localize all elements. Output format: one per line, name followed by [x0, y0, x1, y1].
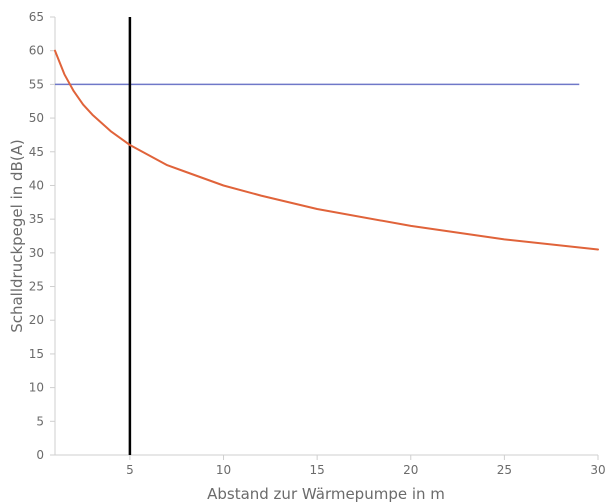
y-tick-label: 25 [29, 280, 44, 294]
x-tick-label: 10 [216, 463, 231, 477]
reference-lines [55, 17, 580, 455]
y-tick-label: 40 [29, 178, 44, 192]
x-tick-label: 15 [309, 463, 324, 477]
y-tick-label: 35 [29, 212, 44, 226]
y-tick-label: 60 [29, 44, 44, 58]
y-tick-label: 15 [29, 347, 44, 361]
y-tick-label: 10 [29, 381, 44, 395]
x-axis-ticks: 5 10 15 20 25 30 [126, 455, 606, 477]
x-tick-label: 5 [126, 463, 134, 477]
y-tick-label: 20 [29, 313, 44, 327]
y-tick-label: 0 [36, 448, 44, 462]
y-axis-ticks: 0 5 10 15 20 25 30 35 40 45 50 55 60 65 [29, 10, 55, 462]
y-tick-label: 55 [29, 77, 44, 91]
x-tick-label: 20 [403, 463, 418, 477]
data-series [54, 49, 599, 251]
y-axis-label: Schalldruckpegel in dB(A) [8, 139, 26, 333]
y-tick-label: 50 [29, 111, 44, 125]
x-tick-label: 30 [590, 463, 605, 477]
y-tick-label: 65 [29, 10, 44, 24]
x-axis-label: Abstand zur Wärmepumpe in m [207, 485, 445, 503]
y-tick-label: 30 [29, 246, 44, 260]
y-tick-label: 5 [36, 414, 44, 428]
x-tick-label: 25 [497, 463, 512, 477]
series-line [54, 49, 599, 251]
y-tick-label: 45 [29, 145, 44, 159]
